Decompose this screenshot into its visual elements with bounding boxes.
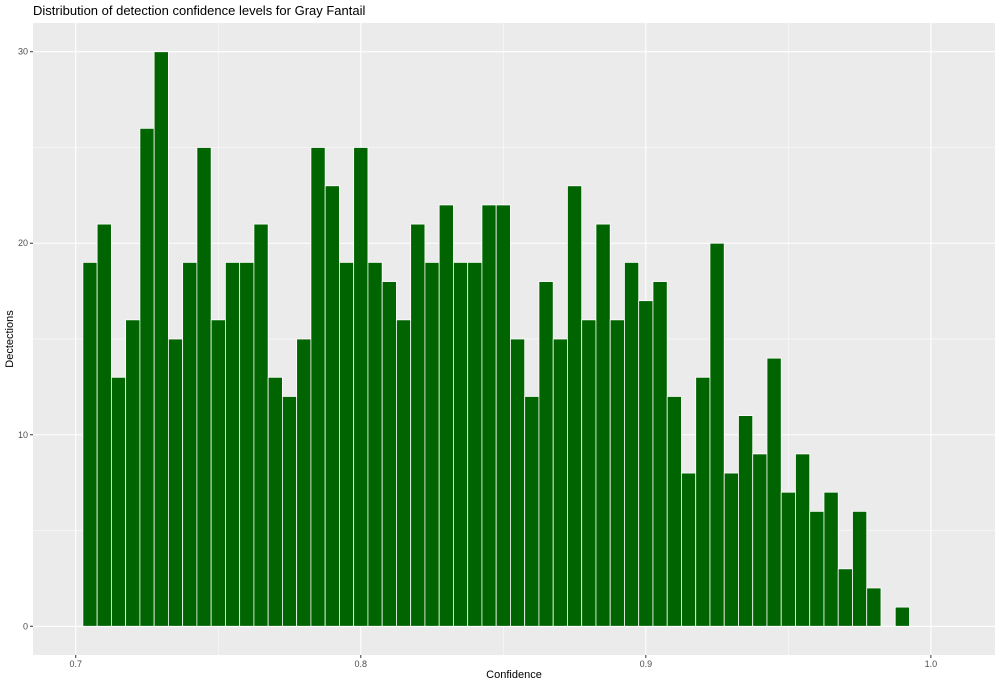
histogram-bar xyxy=(624,261,640,627)
histogram-bar xyxy=(809,510,825,627)
histogram-bar xyxy=(210,319,226,627)
histogram-bar xyxy=(396,319,412,627)
histogram-bar xyxy=(153,51,169,627)
histogram-bar xyxy=(552,338,568,627)
histogram-bar xyxy=(723,472,739,627)
histogram-bar xyxy=(367,261,383,627)
x-tick-label: 0.9 xyxy=(640,659,653,669)
y-axis-title: Dectections xyxy=(4,310,16,368)
bars-group xyxy=(82,51,910,627)
histogram-bar xyxy=(424,261,440,627)
histogram-bar xyxy=(239,261,255,627)
axis-ticks: 0.7 0.8 0.9 1.0 0 10 20 30 xyxy=(18,47,937,669)
histogram-bar xyxy=(481,204,497,627)
histogram-bar xyxy=(766,357,782,627)
histogram-bar xyxy=(638,300,654,627)
histogram-bar xyxy=(224,261,241,627)
histogram-bar xyxy=(410,223,426,627)
histogram-bar xyxy=(595,223,611,627)
x-axis-title: Confidence xyxy=(486,669,542,681)
histogram-bar xyxy=(167,338,184,627)
histogram-bar xyxy=(381,281,397,627)
y-tick-label: 20 xyxy=(18,238,28,248)
histogram-bar xyxy=(253,223,269,627)
histogram-bar xyxy=(795,453,811,627)
histogram-bar xyxy=(310,147,326,627)
histogram-bar xyxy=(139,127,155,627)
histogram-bar xyxy=(894,606,910,627)
chart-title: Distribution of detection confidence lev… xyxy=(33,3,366,18)
histogram-bar xyxy=(837,568,853,627)
histogram-bar xyxy=(196,147,212,627)
histogram-bar xyxy=(510,338,526,627)
histogram-bar xyxy=(110,376,127,627)
y-tick-label: 10 xyxy=(18,430,28,440)
histogram-bar xyxy=(823,491,839,627)
histogram-bar xyxy=(353,147,369,627)
x-tick-label: 1.0 xyxy=(925,659,938,669)
histogram-bar xyxy=(609,319,625,627)
histogram-bar xyxy=(524,396,540,627)
x-tick-label: 0.7 xyxy=(69,659,82,669)
histogram-bar xyxy=(339,261,355,627)
histogram-bar xyxy=(738,415,754,627)
histogram-bar xyxy=(652,281,668,627)
histogram-bar xyxy=(182,261,198,627)
y-tick-label: 0 xyxy=(23,621,28,631)
histogram-bar xyxy=(695,376,711,627)
histogram-bar xyxy=(852,510,868,627)
histogram-bar xyxy=(866,587,882,627)
histogram-bar xyxy=(96,223,112,627)
histogram-bar xyxy=(467,261,483,627)
histogram-bar xyxy=(666,396,682,627)
histogram-bar xyxy=(282,396,298,627)
histogram-bar xyxy=(581,319,597,627)
x-tick-label: 0.8 xyxy=(355,659,368,669)
histogram-bar xyxy=(752,453,768,627)
histogram-bar xyxy=(438,204,454,627)
histogram-bar xyxy=(125,319,141,627)
histogram-bar xyxy=(709,242,725,627)
histogram-bar xyxy=(538,281,554,627)
histogram-bar xyxy=(681,472,697,627)
histogram-bar xyxy=(780,491,796,627)
histogram-bar xyxy=(267,376,283,627)
histogram-bar xyxy=(453,261,469,627)
histogram-bar xyxy=(495,204,511,627)
histogram-bar xyxy=(82,261,98,627)
histogram-bar xyxy=(324,185,340,627)
histogram-bar xyxy=(296,338,312,627)
histogram-bar xyxy=(567,185,583,627)
y-tick-label: 30 xyxy=(18,47,28,57)
